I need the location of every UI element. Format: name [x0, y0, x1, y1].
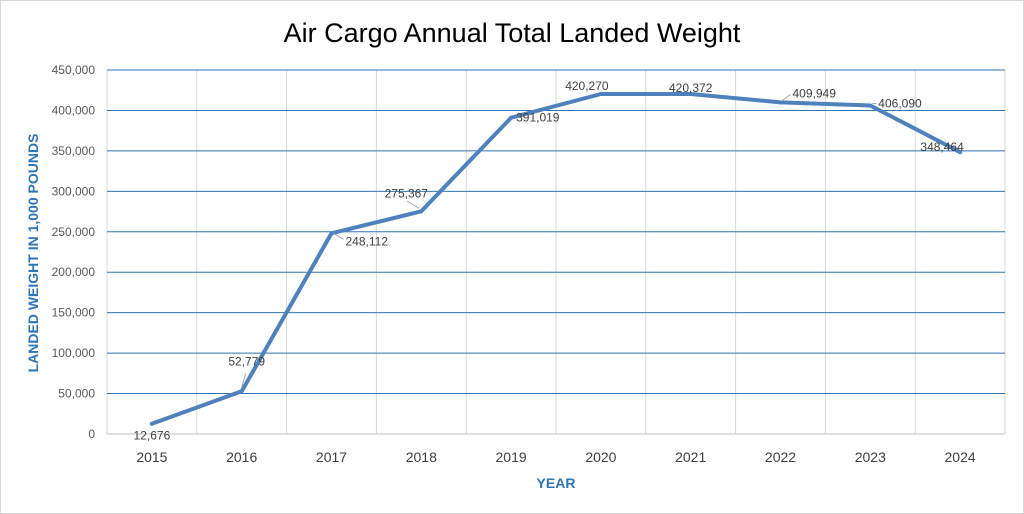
series-line	[149, 92, 963, 426]
x-tick-label: 2024	[945, 449, 976, 465]
data-labels: 12,676 52,779 248,112 275,367 391,019 420,270…	[134, 79, 965, 443]
y-tick-label: 450,000	[52, 63, 96, 77]
x-tick-label: 2020	[585, 449, 616, 465]
x-tick-label: 2017	[316, 449, 347, 465]
data-point	[958, 150, 963, 155]
x-tick-label: 2022	[765, 449, 796, 465]
data-point	[778, 100, 783, 105]
chart-title: Air Cargo Annual Total Landed Weight	[284, 18, 741, 48]
y-tick-label: 150,000	[52, 306, 96, 320]
data-label: 391,019	[516, 111, 560, 125]
data-label: 420,372	[669, 81, 713, 95]
y-axis-ticks: 0 50,000 100,000 150,000 200,000 250,000 300,0…	[52, 63, 96, 441]
data-label-leader	[241, 373, 247, 388]
series-layer	[149, 91, 963, 426]
data-point	[688, 91, 693, 96]
x-tick-label: 2021	[675, 449, 706, 465]
y-tick-label: 400,000	[52, 103, 96, 117]
data-point	[868, 103, 873, 108]
x-tick-label: 2016	[226, 449, 257, 465]
y-tick-label: 250,000	[52, 225, 96, 239]
data-point	[149, 421, 154, 426]
data-point	[329, 231, 334, 236]
data-point	[239, 389, 244, 394]
y-axis-title: LANDED WEIGHT IN 1,000 POUNDS	[25, 134, 41, 373]
y-tick-label: 100,000	[52, 346, 96, 360]
x-tick-label: 2018	[406, 449, 437, 465]
data-label: 248,112	[346, 234, 389, 248]
data-label-leader	[333, 232, 344, 240]
data-label: 406,090	[878, 97, 922, 111]
data-label: 275,367	[385, 186, 429, 200]
data-label: 348,464	[920, 140, 964, 154]
y-tick-label: 350,000	[52, 144, 96, 158]
x-tick-label: 2023	[855, 449, 886, 465]
data-label: 409,949	[793, 86, 837, 100]
data-label-leader	[407, 200, 420, 209]
horizontal-gridlines	[107, 69, 1005, 435]
data-point	[598, 92, 603, 97]
data-label-leader	[782, 93, 791, 101]
data-label: 52,779	[228, 354, 265, 368]
data-label: 12,676	[134, 429, 171, 443]
data-label: 420,270	[565, 79, 609, 93]
x-axis-ticks: 2015 2016 2017 2018 2019 2020 2021 2022 2023 2024	[136, 449, 976, 465]
y-tick-label: 200,000	[52, 265, 96, 279]
x-tick-label: 2015	[136, 449, 167, 465]
x-tick-label: 2019	[496, 449, 527, 465]
y-tick-label: 0	[88, 427, 95, 441]
data-point	[419, 209, 424, 214]
y-tick-label: 300,000	[52, 184, 96, 198]
y-tick-label: 50,000	[58, 387, 95, 401]
x-axis-title: YEAR	[537, 475, 576, 491]
data-point	[509, 115, 514, 120]
